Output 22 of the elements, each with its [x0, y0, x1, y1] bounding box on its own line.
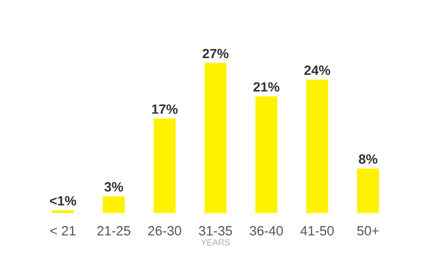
bar: [357, 168, 380, 213]
x-tick-label: 36-40: [250, 226, 283, 236]
data-label: 24%: [304, 66, 330, 75]
bar: [102, 196, 125, 213]
x-tick-label: 26-30: [148, 226, 182, 236]
x-tick-label: 21-25: [97, 226, 130, 236]
bar: [255, 96, 278, 213]
data-label: 8%: [358, 154, 378, 164]
x-tick-label: < 21: [50, 226, 76, 236]
x-axis-title: YEARS: [200, 239, 230, 246]
data-label: 21%: [253, 82, 280, 92]
bar: [306, 80, 328, 213]
data-label: 3%: [104, 182, 124, 192]
bar: [52, 210, 74, 213]
data-label: <1%: [50, 196, 76, 206]
data-label: 27%: [202, 48, 228, 58]
x-tick-label: 31-35: [198, 226, 232, 236]
x-tick-label: 41-50: [300, 226, 334, 236]
data-label: 17%: [152, 104, 178, 114]
x-tick-label: 50+: [357, 226, 379, 236]
bar: [154, 118, 176, 213]
bar: [204, 62, 226, 213]
